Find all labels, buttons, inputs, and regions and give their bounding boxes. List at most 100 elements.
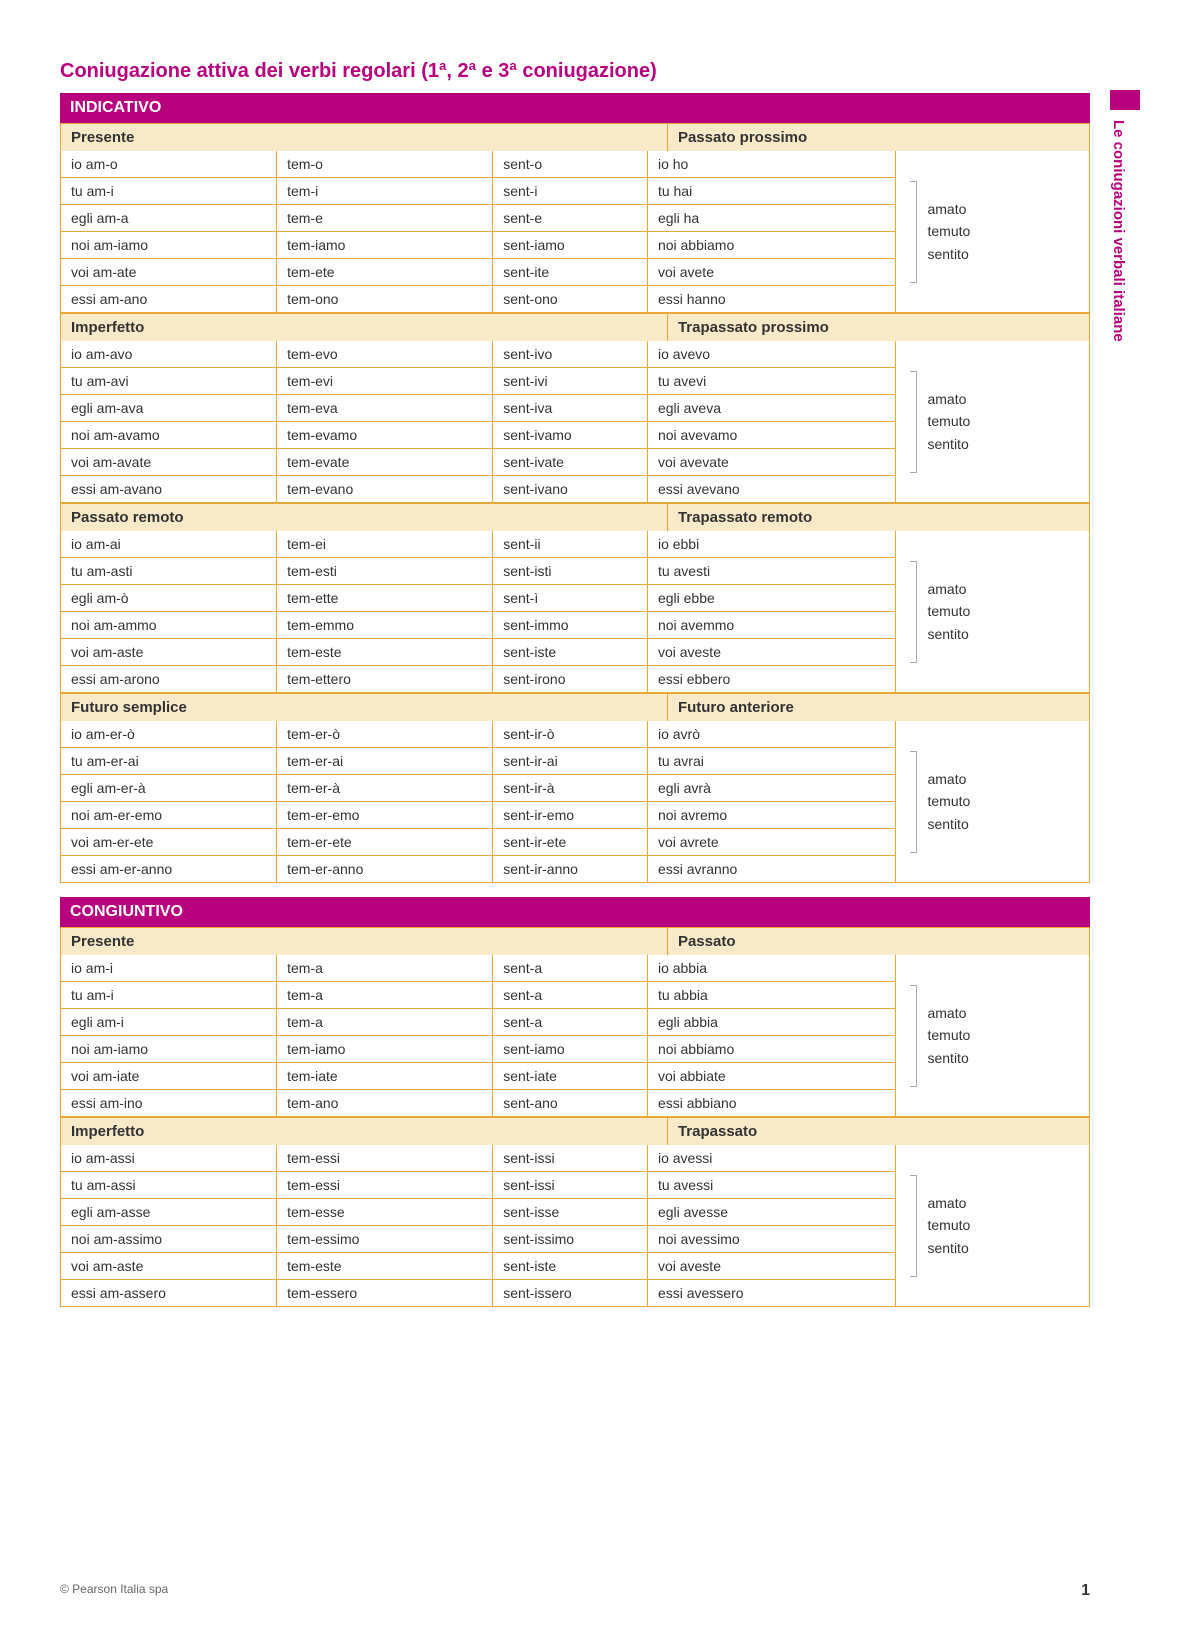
conjugation-cell: tem-evi xyxy=(277,368,493,394)
auxiliary-cell: voi avete xyxy=(648,258,896,285)
page-title: Coniugazione attiva dei verbi regolari (… xyxy=(60,60,1090,83)
auxiliary-cell: voi avrete xyxy=(648,828,896,855)
auxiliary-cell: io ebbi xyxy=(648,531,896,557)
conjugation-cell: tem-esti xyxy=(277,558,493,584)
auxiliary-cell: noi abbiamo xyxy=(648,1035,896,1062)
conjugation-cell: tem-ono xyxy=(277,286,493,312)
table-row: egli am-atem-esent-e xyxy=(61,204,647,231)
conjugation-cell: tem-a xyxy=(277,982,493,1008)
auxiliary-cell: noi abbiamo xyxy=(648,231,896,258)
conjugation-cell: io am-assi xyxy=(61,1145,277,1171)
conjugation-cell: voi am-er-ete xyxy=(61,829,277,855)
conjugation-cell: tu am-er-ai xyxy=(61,748,277,774)
conjugation-cell: tem-este xyxy=(277,639,493,665)
brace-icon xyxy=(910,371,917,473)
table-row: noi am-iamotem-iamosent-iamo xyxy=(61,1035,647,1062)
table-row: egli am-assetem-essesent-isse xyxy=(61,1198,647,1225)
table-row: io am-otem-osent-o xyxy=(61,151,647,177)
conjugation-cell: tem-esse xyxy=(277,1199,493,1225)
auxiliary-cell: essi avranno xyxy=(648,855,896,882)
conjugation-cell: tem-essero xyxy=(277,1280,493,1306)
participle-item: amato xyxy=(927,1002,970,1024)
table-row: tu am-er-aitem-er-aisent-ir-ai xyxy=(61,747,647,774)
conjugation-cell: tem-iate xyxy=(277,1063,493,1089)
participle-column: amatotemutosentito xyxy=(896,341,1104,502)
auxiliary-column: io abbiatu abbiaegli abbianoi abbiamovoi… xyxy=(648,955,897,1116)
conjugation-cell: noi am-ammo xyxy=(61,612,277,638)
tense-label-left: Imperfetto xyxy=(61,314,668,341)
participle-list: amatotemutosentito xyxy=(927,768,970,835)
conjugation-cell: tem-evano xyxy=(277,476,493,502)
conjugation-cell: tem-ete xyxy=(277,259,493,285)
table-row: noi am-assimotem-essimosent-issimo xyxy=(61,1225,647,1252)
table-row: egli am-item-asent-a xyxy=(61,1008,647,1035)
conjugation-cell: tu am-i xyxy=(61,982,277,1008)
conjugation-cell: tem-emmo xyxy=(277,612,493,638)
participle-item: temuto xyxy=(927,600,970,622)
auxiliary-cell: io abbia xyxy=(648,955,896,981)
tense-label-right: Trapassato prossimo xyxy=(668,314,1130,341)
conjugation-cell: voi am-avate xyxy=(61,449,277,475)
table-row: egli am-òtem-ettesent-ì xyxy=(61,584,647,611)
table-row: io am-er-òtem-er-òsent-ir-ò xyxy=(61,721,647,747)
brace-icon xyxy=(910,1175,917,1277)
table-row: essi am-asserotem-esserosent-issero xyxy=(61,1279,647,1306)
conjugation-cell: tem-ei xyxy=(277,531,493,557)
table-row: io am-avotem-evosent-ivo xyxy=(61,341,647,367)
page-number: 1 xyxy=(1081,1582,1090,1600)
tense-label-left: Imperfetto xyxy=(61,1118,668,1145)
auxiliary-cell: egli avrà xyxy=(648,774,896,801)
participle-item: temuto xyxy=(927,790,970,812)
conjugation-cell: tem-iamo xyxy=(277,232,493,258)
conjugation-cell: tem-i xyxy=(277,178,493,204)
auxiliary-cell: egli ha xyxy=(648,204,896,231)
auxiliary-cell: essi abbiano xyxy=(648,1089,896,1116)
participle-item: sentito xyxy=(927,1237,970,1259)
participle-list: amatotemutosentito xyxy=(927,1192,970,1259)
conjugation-cell: tem-er-anno xyxy=(277,856,493,882)
tense-label-left: Presente xyxy=(61,928,668,955)
tense-block: ImperfettoTrapassatoio am-assitem-essise… xyxy=(60,1117,1090,1307)
participle-column: amatotemutosentito xyxy=(896,721,1104,882)
table-row: voi am-iatetem-iatesent-iate xyxy=(61,1062,647,1089)
conjugation-cell: egli am-a xyxy=(61,205,277,231)
tense-block: Futuro sempliceFuturo anterioreio am-er-… xyxy=(60,693,1090,883)
participle-item: sentito xyxy=(927,813,970,835)
conjugation-cell: tem-ano xyxy=(277,1090,493,1116)
table-row: egli am-avatem-evasent-iva xyxy=(61,394,647,421)
conjugation-cell: io am-o xyxy=(61,151,277,177)
auxiliary-cell: egli aveva xyxy=(648,394,896,421)
auxiliary-cell: noi avremo xyxy=(648,801,896,828)
conjugation-cell: voi am-aste xyxy=(61,1253,277,1279)
tense-block: ImperfettoTrapassato prossimoio am-avote… xyxy=(60,313,1090,503)
conjugation-cell: egli am-i xyxy=(61,1009,277,1035)
table-row: tu am-item-isent-i xyxy=(61,177,647,204)
auxiliary-column: io ebbitu avestiegli ebbenoi avemmovoi a… xyxy=(648,531,897,692)
conjugation-cell: tem-a xyxy=(277,1009,493,1035)
conjugation-cell: noi am-er-emo xyxy=(61,802,277,828)
table-row: io am-item-asent-a xyxy=(61,955,647,981)
table-row: voi am-astetem-estesent-iste xyxy=(61,638,647,665)
compound-tense-area: io avessitu avessiegli avessenoi avessim… xyxy=(648,1145,1090,1306)
auxiliary-cell: essi avessero xyxy=(648,1279,896,1306)
auxiliary-cell: noi avemmo xyxy=(648,611,896,638)
tense-header-row: ImperfettoTrapassato prossimo xyxy=(61,314,1089,341)
tense-label-right: Trapassato remoto xyxy=(668,504,1130,531)
simple-tense-area: io am-assitem-essisent-issitu am-assitem… xyxy=(61,1145,648,1306)
compound-tense-area: io avròtu avraiegli avrànoi avremovoi av… xyxy=(648,721,1090,882)
auxiliary-cell: essi avevano xyxy=(648,475,896,502)
tense-block: PresentePassatoio am-item-asent-atu am-i… xyxy=(60,927,1090,1117)
simple-tense-area: io am-avotem-evosent-ivotu am-avitem-evi… xyxy=(61,341,648,502)
tense-label-left: Passato remoto xyxy=(61,504,668,531)
auxiliary-column: io avevotu aveviegli avevanoi avevamovoi… xyxy=(648,341,897,502)
conjugation-cell: tu am-assi xyxy=(61,1172,277,1198)
tense-header-row: ImperfettoTrapassato xyxy=(61,1118,1089,1145)
participle-item: temuto xyxy=(927,410,970,432)
participle-item: amato xyxy=(927,768,970,790)
conjugation-cell: tem-er-ai xyxy=(277,748,493,774)
auxiliary-cell: egli avesse xyxy=(648,1198,896,1225)
participle-list: amatotemutosentito xyxy=(927,1002,970,1069)
participle-item: temuto xyxy=(927,1214,970,1236)
conjugation-cell: noi am-assimo xyxy=(61,1226,277,1252)
table-row: voi am-er-etetem-er-etesent-ir-ete xyxy=(61,828,647,855)
